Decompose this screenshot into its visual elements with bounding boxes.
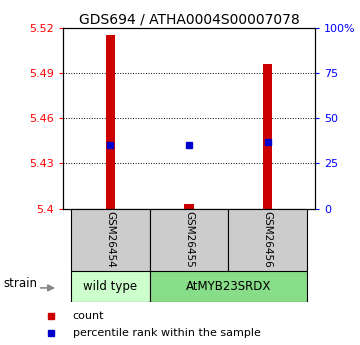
Bar [150, 271, 307, 302]
Text: strain: strain [3, 277, 37, 290]
Title: GDS694 / ATHA0004S00007078: GDS694 / ATHA0004S00007078 [78, 12, 300, 27]
Bar [263, 64, 273, 209]
Text: GSM26455: GSM26455 [184, 211, 194, 268]
Text: GSM26454: GSM26454 [105, 211, 115, 268]
Bar [228, 209, 307, 271]
Text: AtMYB23SRDX: AtMYB23SRDX [186, 280, 271, 293]
Bar [71, 209, 150, 271]
Text: percentile rank within the sample: percentile rank within the sample [73, 328, 261, 338]
Bar [71, 271, 150, 302]
Bar [150, 209, 228, 271]
Bar [184, 204, 194, 209]
Bar [105, 35, 115, 209]
Text: wild type: wild type [83, 280, 137, 293]
Text: count: count [73, 311, 104, 321]
Text: GSM26456: GSM26456 [263, 211, 273, 268]
